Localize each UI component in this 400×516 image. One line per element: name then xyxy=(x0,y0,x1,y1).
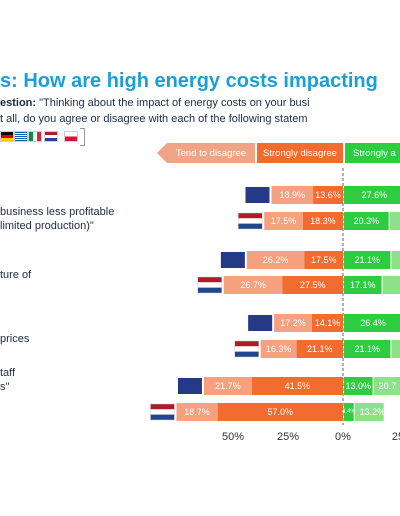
data-label-strongly-disagree: 57.0% xyxy=(268,407,294,417)
data-label-strongly-disagree: 18.3% xyxy=(310,216,336,226)
bar-strongly-agree xyxy=(344,212,389,230)
item-label: business less profitable xyxy=(0,206,115,218)
bar-tend-to-disagree xyxy=(264,212,303,230)
bar-strongly-disagree xyxy=(313,186,343,204)
bar-tend-to-disagree xyxy=(260,340,297,358)
data-label-strongly-agree: 26.4% xyxy=(360,318,386,328)
bar-tend-to-agree xyxy=(382,276,400,294)
bar-tend-to-agree xyxy=(389,212,400,230)
italy-flag-icon xyxy=(28,131,42,142)
bar-tend-to-disagree xyxy=(246,251,305,269)
x-tick-label: 25 xyxy=(392,431,400,443)
data-label-strongly-agree: 13.0% xyxy=(346,381,372,391)
bar-strongly-disagree xyxy=(251,377,343,395)
bar-strongly-agree xyxy=(344,186,400,204)
poland-flag-icon xyxy=(64,131,78,142)
data-label-tend-to-agree: 13.2% xyxy=(360,407,386,417)
bar-strongly-disagree xyxy=(217,403,343,421)
data-label-strongly-disagree: 13.6% xyxy=(315,190,341,200)
data-label-tend-to-disagree: 17.5% xyxy=(271,216,297,226)
eu-bar-icon xyxy=(177,378,202,394)
bar-tend-to-disagree xyxy=(271,186,314,204)
x-tick-label: 25% xyxy=(277,431,299,443)
bar-strongly-agree xyxy=(344,340,391,358)
legend-strongly-agree: Strongly a xyxy=(345,143,400,163)
data-label-strongly-disagree: 21.1% xyxy=(307,344,333,354)
data-label-tend-to-disagree: 16.3% xyxy=(266,344,292,354)
data-label-tend-to-disagree: 17.2% xyxy=(280,318,306,328)
bar-tend-to-agree xyxy=(354,403,384,421)
question-line-2: t all, do you agree or disagree with eac… xyxy=(0,113,308,125)
bar-strongly-disagree xyxy=(311,314,343,332)
chart-title: s: How are high energy costs impacting xyxy=(0,70,378,92)
germany-flag-icon xyxy=(0,131,14,142)
bar-tend-to-disagree xyxy=(223,276,283,294)
netherlands-flag-icon xyxy=(150,403,175,421)
bar-strongly-disagree xyxy=(304,251,343,269)
data-label-tend-to-disagree: 26.7% xyxy=(240,280,266,290)
item-label: prices xyxy=(0,333,30,345)
bar-tend-to-disagree xyxy=(274,314,312,332)
bar-strongly-disagree xyxy=(282,276,343,294)
data-label-strongly-agree: 20.3% xyxy=(354,216,380,226)
question-line-1: estion: "Thinking about the impact of en… xyxy=(0,97,310,109)
eu-bar-icon xyxy=(248,315,273,331)
flags-bracket xyxy=(80,128,85,146)
bar-strongly-disagree xyxy=(302,212,343,230)
x-tick-label: 0% xyxy=(335,431,351,443)
data-label-strongly-agree: 21.1% xyxy=(354,255,380,265)
bar-tend-to-agree xyxy=(391,340,400,358)
data-label-strongly-agree: 17.1% xyxy=(350,280,376,290)
data-label-strongly-agree: 21.1% xyxy=(354,344,380,354)
legend-strongly-disagree: Strongly disagree xyxy=(257,143,343,163)
data-label-tend-to-disagree: 18.7% xyxy=(184,407,210,417)
bar-tend-to-disagree xyxy=(176,403,218,421)
item-label: taff xyxy=(0,367,16,379)
bar-strongly-agree xyxy=(344,377,373,395)
data-label-tend-to-disagree: 21.7% xyxy=(215,381,241,391)
greece-flag-icon xyxy=(14,131,28,142)
question-label: estion: xyxy=(0,97,37,109)
data-label-tend-to-disagree: 18.9% xyxy=(280,190,306,200)
netherlands-flag-icon xyxy=(44,131,58,142)
bar-strongly-agree xyxy=(344,403,354,421)
legend-tend-to-disagree: Tend to disagree xyxy=(167,143,255,163)
bar-strongly-agree xyxy=(344,314,400,332)
data-label-strongly-disagree: 27.5% xyxy=(300,280,326,290)
data-label-strongly-agree: 4.4% xyxy=(342,409,356,415)
item-label: limited production)" xyxy=(0,220,94,232)
item-label: ture of xyxy=(0,269,32,281)
data-label-strongly-disagree: 17.5% xyxy=(311,255,337,265)
bar-strongly-agree xyxy=(344,251,391,269)
x-tick-label: 50% xyxy=(222,431,244,443)
eu-bar-icon xyxy=(220,252,245,268)
bar-tend-to-agree xyxy=(391,251,400,269)
bar-tend-to-disagree xyxy=(203,377,252,395)
data-label-tend-to-disagree: 26.2% xyxy=(263,255,289,265)
netherlands-flag-icon xyxy=(197,276,223,294)
netherlands-flag-icon xyxy=(237,212,263,230)
arrow-left-icon xyxy=(157,143,167,163)
question-text: "Thinking about the impact of energy cos… xyxy=(36,97,310,109)
netherlands-flag-icon xyxy=(234,340,259,358)
data-label-strongly-disagree: 14.1% xyxy=(315,318,341,328)
data-label-strongly-agree: 27.6% xyxy=(362,190,388,200)
data-label-strongly-disagree: 41.5% xyxy=(285,381,311,391)
item-label: s" xyxy=(0,381,10,393)
bar-tend-to-agree xyxy=(373,377,400,395)
bar-strongly-disagree xyxy=(296,340,343,358)
eu-bar-icon xyxy=(245,187,270,203)
bar-strongly-agree xyxy=(344,276,382,294)
data-label-tend-to-agree: 20.7 xyxy=(379,381,397,391)
